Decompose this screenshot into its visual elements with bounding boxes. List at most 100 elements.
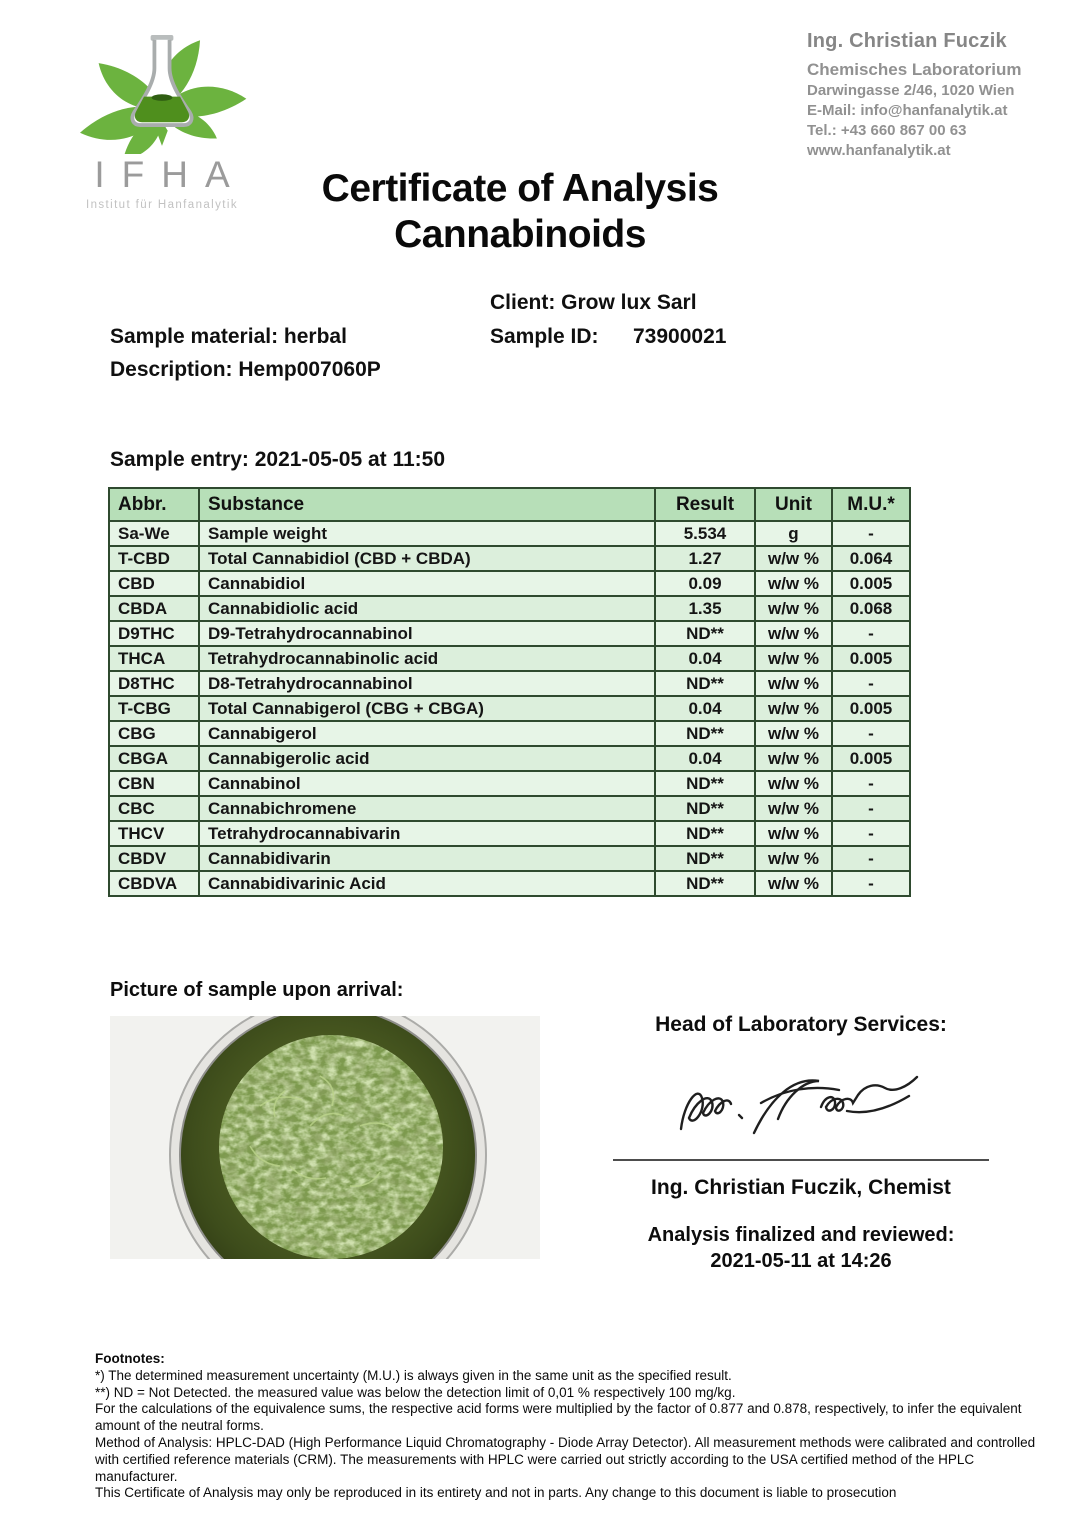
table-cell: - — [831, 770, 911, 797]
table-cell: 5.534 — [654, 520, 756, 547]
hemp-leaf-flask-icon — [80, 35, 247, 154]
table-row: CBDA Cannabidiolic acid 1.35 w/w % 0.068 — [108, 595, 911, 622]
table-cell: Sample weight — [198, 520, 656, 547]
footnote-line: Method of Analysis: HPLC-DAD (High Perfo… — [95, 1434, 1036, 1484]
table-cell: w/w % — [754, 695, 833, 722]
table-cell: D8THC — [108, 670, 200, 697]
table-row: THCV Tetrahydrocannabivarin ND** w/w % - — [108, 820, 911, 847]
table-cell: Cannabinol — [198, 770, 656, 797]
logo-subtitle: Institut für Hanfanalytik — [86, 199, 238, 211]
table-cell: w/w % — [754, 770, 833, 797]
table-cell: THCV — [108, 820, 200, 847]
column-header-substance: Substance — [198, 487, 656, 522]
lab-contact-line: Chemisches Laboratorium — [807, 60, 1022, 79]
table-cell: w/w % — [754, 720, 833, 747]
sample-entry-line: Sample entry: 2021-05-05 at 11:50 — [110, 448, 446, 471]
table-cell: g — [754, 520, 833, 547]
lab-contact-phone: Tel.: +43 660 867 00 63 — [807, 122, 967, 139]
table-cell: Total Cannabigerol (CBG + CBGA) — [198, 695, 656, 722]
table-cell: w/w % — [754, 670, 833, 697]
table-cell: 0.005 — [831, 745, 911, 772]
table-cell: 1.27 — [654, 545, 756, 572]
table-cell: 0.064 — [831, 545, 911, 572]
table-cell: - — [831, 820, 911, 847]
table-cell: w/w % — [754, 745, 833, 772]
table-cell: Cannabidivarin — [198, 845, 656, 872]
title-line-2: Cannabinoids — [394, 213, 646, 256]
table-cell: 0.005 — [831, 645, 911, 672]
table-cell: ND** — [654, 720, 756, 747]
table-cell: w/w % — [754, 645, 833, 672]
description-line: Description: Hemp007060P — [110, 358, 381, 381]
table-cell: - — [831, 870, 911, 897]
lab-contact-name: Ing. Christian Fuczik — [807, 30, 1007, 52]
table-row: D9THC D9-Tetrahydrocannabinol ND** w/w % - — [108, 620, 911, 647]
table-cell: D9THC — [108, 620, 200, 647]
table-cell: Sa-We — [108, 520, 200, 547]
column-header-result: Result — [654, 487, 756, 522]
table-cell: CBG — [108, 720, 200, 747]
table-row: CBD Cannabidiol 0.09 w/w % 0.005 — [108, 570, 911, 597]
table-cell: CBN — [108, 770, 200, 797]
lab-contact-line: Darwingasse 2/46, 1020 Wien — [807, 82, 1015, 99]
table-cell: 1.35 — [654, 595, 756, 622]
sample-photo — [110, 996, 540, 1314]
table-row: T-CBD Total Cannabidiol (CBD + CBDA) 1.27 w… — [108, 545, 911, 572]
logo-acronym: IFHA — [94, 154, 247, 195]
signature-image — [679, 1075, 919, 1135]
footnotes-title: Footnotes: — [95, 1351, 165, 1366]
table-cell: Cannabigerolic acid — [198, 745, 656, 772]
table-cell: 0.09 — [654, 570, 756, 597]
table-cell: - — [831, 795, 911, 822]
table-cell: Tetrahydrocannabinolic acid — [198, 645, 656, 672]
table-cell: ND** — [654, 795, 756, 822]
table-cell: T-CBD — [108, 545, 200, 572]
table-row: CBGA Cannabigerolic acid 0.04 w/w % 0.005 — [108, 745, 911, 772]
signature-block: Head of Laboratory Services: Ing. Christ… — [612, 1013, 990, 1273]
finalized-date: 2021-05-11 at 14:26 — [710, 1250, 892, 1272]
table-cell: w/w % — [754, 845, 833, 872]
sample-material-line: Sample material: herbal — [110, 325, 347, 348]
table-cell: Cannabigerol — [198, 720, 656, 747]
table-cell: - — [831, 520, 911, 547]
flask-icon — [130, 35, 194, 127]
table-cell: w/w % — [754, 620, 833, 647]
table-row: CBN Cannabinol ND** w/w % - — [108, 770, 911, 797]
table-cell: 0.04 — [654, 745, 756, 772]
table-cell: D9-Tetrahydrocannabinol — [198, 620, 656, 647]
table-cell: - — [831, 670, 911, 697]
table-cell: w/w % — [754, 820, 833, 847]
sample-id-value: 73900021 — [633, 325, 727, 348]
table-cell: ND** — [654, 620, 756, 647]
column-header-mu: M.U.* — [831, 487, 911, 522]
column-header-abbr: Abbr. — [108, 487, 200, 522]
table-cell: w/w % — [754, 795, 833, 822]
lab-contact-block: Ing. Christian Fuczik Chemisches Laborat… — [807, 30, 1021, 161]
table-cell: w/w % — [754, 870, 833, 897]
table-cell: w/w % — [754, 595, 833, 622]
table-row: T-CBG Total Cannabigerol (CBG + CBGA) 0.04… — [108, 695, 911, 722]
table-cell: CBD — [108, 570, 200, 597]
signature-line — [613, 1159, 989, 1161]
finalized-label: Analysis finalized and reviewed: — [647, 1224, 955, 1246]
table-cell: - — [831, 845, 911, 872]
title-line-1: Certificate of Analysis — [321, 167, 719, 210]
lab-contact-email: E-Mail: info@hanfanalytik.at — [807, 102, 1008, 119]
table-cell: Cannabidiolic acid — [198, 595, 656, 622]
table-cell: ND** — [654, 870, 756, 897]
signatory-name: Ing. Christian Fuczik, Chemist — [651, 1176, 951, 1199]
table-cell: CBDA — [108, 595, 200, 622]
footnote-line: *) The determined measurement uncertaint… — [95, 1367, 732, 1383]
table-cell: CBC — [108, 795, 200, 822]
table-cell: ND** — [654, 820, 756, 847]
ifha-logo: IFHA Institut für Hanfanalytik — [64, 26, 260, 211]
table-cell: 0.005 — [831, 570, 911, 597]
sample-picture-label: Picture of sample upon arrival: — [110, 979, 404, 1001]
table-cell: Cannabidiol — [198, 570, 656, 597]
table-cell: ND** — [654, 670, 756, 697]
results-table: Abbr. Substance Result Unit M.U.* Sa-We S… — [108, 487, 911, 897]
footnote-line: This Certificate of Analysis may only be… — [95, 1485, 897, 1501]
client-line: Client: Grow lux Sarl — [490, 291, 697, 314]
table-cell: w/w % — [754, 570, 833, 597]
